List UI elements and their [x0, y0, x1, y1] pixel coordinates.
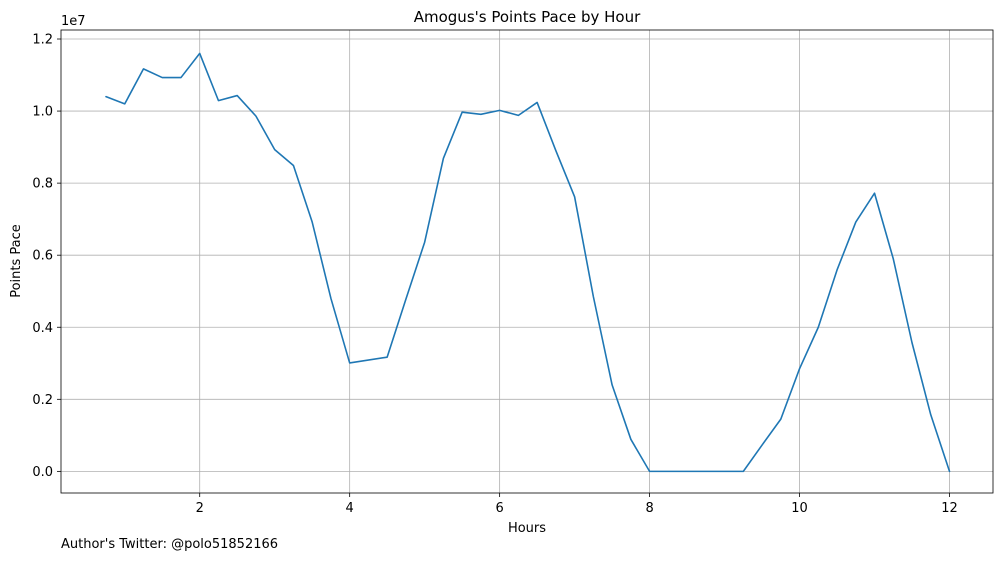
x-axis-label: Hours — [508, 521, 546, 536]
x-tick-label: 2 — [196, 501, 204, 516]
y-tick-label: 0.2 — [32, 393, 53, 408]
y-tick-label: 0.6 — [32, 249, 53, 264]
chart-title: Amogus's Points Pace by Hour — [414, 8, 641, 26]
x-tick-label: 8 — [645, 501, 653, 516]
y-tick-label: 1.0 — [32, 105, 53, 120]
x-tick-label: 4 — [346, 501, 354, 516]
y-tick-label: 0.4 — [32, 321, 53, 336]
axis-ticks: 2 4 6 8 10 12 0.0 0.2 0.4 0.6 0.8 1.0 1.2 — [32, 33, 957, 516]
plot-frame — [60, 29, 994, 494]
y-axis-label: Points Pace — [9, 224, 24, 298]
grid — [61, 30, 993, 493]
y-tick-label: 0.0 — [32, 465, 53, 480]
series-layer — [105, 52, 951, 473]
y-tick-label: 1.2 — [32, 33, 53, 48]
x-tick-label: 10 — [791, 501, 808, 516]
x-tick-label: 6 — [495, 501, 503, 516]
author-footnote: Author's Twitter: @polo51852166 — [61, 537, 279, 552]
y-tick-label: 0.8 — [32, 177, 53, 192]
x-tick-label: 12 — [941, 501, 958, 516]
y-offset-label: 1e7 — [61, 14, 86, 29]
series-line — [105, 52, 951, 473]
